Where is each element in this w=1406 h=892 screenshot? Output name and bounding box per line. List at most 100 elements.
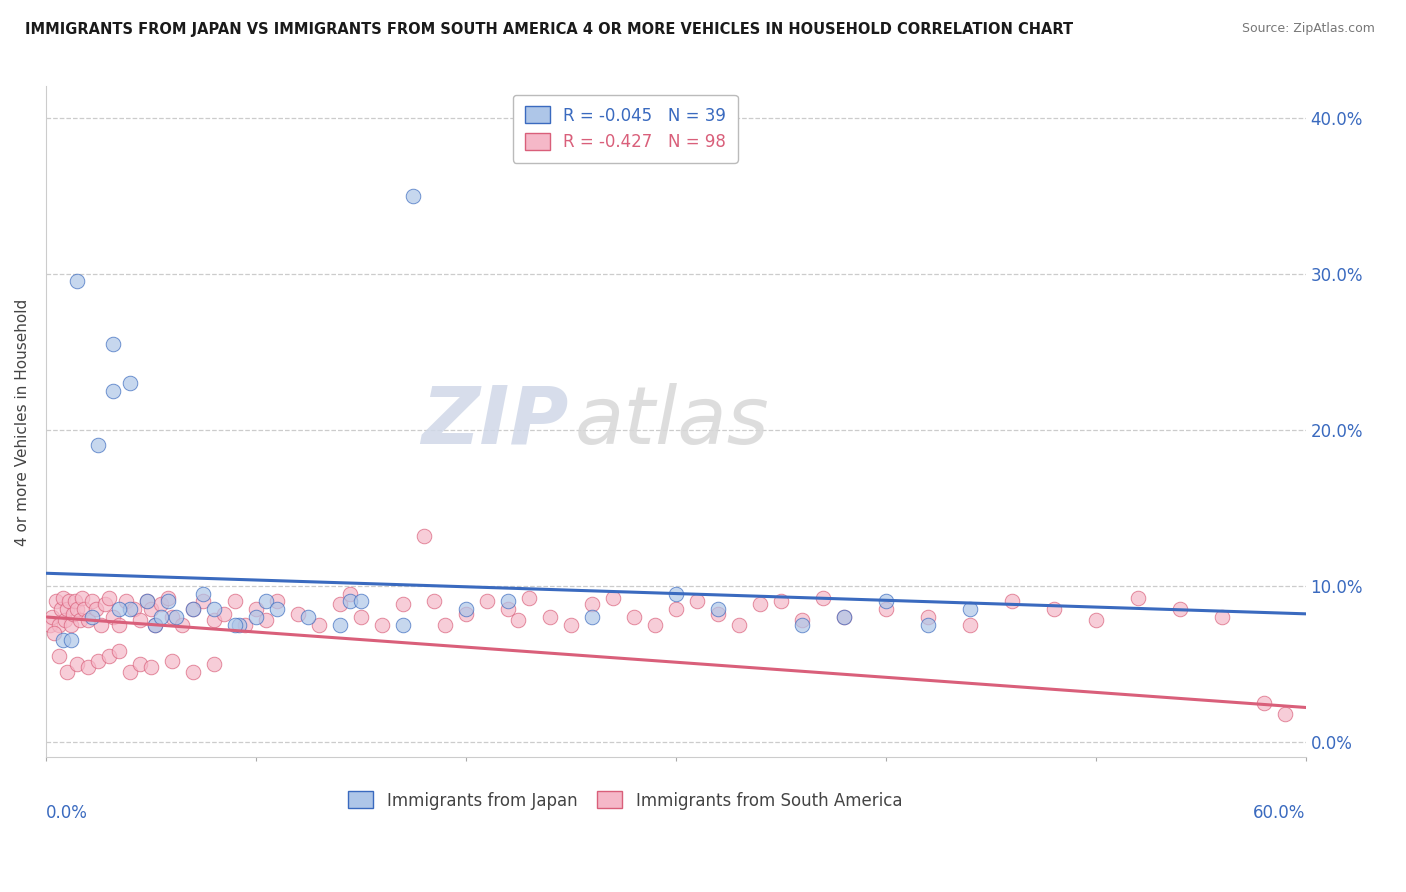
- Legend: Immigrants from Japan, Immigrants from South America: Immigrants from Japan, Immigrants from S…: [342, 785, 908, 816]
- Point: [224, 617, 246, 632]
- Point: [48, 617, 70, 632]
- Point: [350, 594, 373, 608]
- Point: [143, 617, 166, 632]
- Point: [49, 602, 72, 616]
- Point: [475, 594, 498, 608]
- Point: [108, 644, 131, 658]
- Point: [66, 275, 89, 289]
- Point: [308, 617, 330, 632]
- Point: [101, 336, 124, 351]
- Point: [790, 613, 813, 627]
- Text: Source: ZipAtlas.com: Source: ZipAtlas.com: [1241, 22, 1375, 36]
- Point: [202, 613, 225, 627]
- Point: [266, 602, 288, 616]
- Text: IMMIGRANTS FROM JAPAN VS IMMIGRANTS FROM SOUTH AMERICA 4 OR MORE VEHICLES IN HOU: IMMIGRANTS FROM JAPAN VS IMMIGRANTS FROM…: [25, 22, 1073, 37]
- Point: [202, 602, 225, 616]
- Point: [66, 602, 89, 616]
- Point: [48, 648, 70, 663]
- Point: [769, 594, 792, 608]
- Point: [62, 607, 84, 621]
- Point: [97, 648, 120, 663]
- Point: [82, 610, 104, 624]
- Point: [254, 613, 277, 627]
- Point: [52, 591, 75, 606]
- Point: [108, 602, 131, 616]
- Point: [41, 610, 63, 624]
- Point: [172, 617, 194, 632]
- Point: [39, 617, 62, 632]
- Point: [165, 610, 187, 624]
- Point: [748, 598, 770, 612]
- Point: [118, 665, 141, 679]
- Point: [143, 617, 166, 632]
- Point: [58, 594, 80, 608]
- Point: [706, 602, 728, 616]
- Point: [602, 591, 624, 606]
- Point: [181, 665, 204, 679]
- Point: [156, 594, 179, 608]
- Point: [56, 665, 79, 679]
- Point: [101, 384, 124, 398]
- Point: [287, 607, 309, 621]
- Point: [1126, 591, 1149, 606]
- Y-axis label: 4 or more Vehicles in Household: 4 or more Vehicles in Household: [15, 298, 30, 546]
- Point: [433, 617, 456, 632]
- Point: [129, 657, 152, 671]
- Point: [73, 602, 96, 616]
- Point: [86, 602, 108, 616]
- Point: [790, 617, 813, 632]
- Point: [392, 617, 415, 632]
- Point: [228, 617, 250, 632]
- Point: [875, 602, 897, 616]
- Point: [160, 654, 183, 668]
- Point: [202, 657, 225, 671]
- Point: [135, 594, 157, 608]
- Point: [392, 598, 415, 612]
- Text: ZIP: ZIP: [422, 383, 568, 461]
- Point: [193, 586, 215, 600]
- Point: [139, 602, 162, 616]
- Point: [560, 617, 582, 632]
- Point: [454, 602, 477, 616]
- Point: [56, 602, 79, 616]
- Point: [70, 591, 93, 606]
- Point: [181, 602, 204, 616]
- Point: [224, 594, 246, 608]
- Point: [538, 610, 561, 624]
- Point: [1001, 594, 1024, 608]
- Point: [811, 591, 834, 606]
- Point: [371, 617, 394, 632]
- Point: [77, 660, 100, 674]
- Point: [122, 602, 145, 616]
- Point: [181, 602, 204, 616]
- Point: [139, 660, 162, 674]
- Point: [706, 607, 728, 621]
- Point: [160, 610, 183, 624]
- Point: [665, 586, 688, 600]
- Point: [329, 617, 352, 632]
- Point: [454, 607, 477, 621]
- Point: [135, 594, 157, 608]
- Point: [832, 610, 855, 624]
- Point: [214, 607, 236, 621]
- Point: [245, 610, 267, 624]
- Point: [97, 591, 120, 606]
- Point: [156, 591, 179, 606]
- Point: [53, 613, 76, 627]
- Text: 0.0%: 0.0%: [46, 805, 87, 822]
- Point: [832, 610, 855, 624]
- Point: [114, 594, 136, 608]
- Point: [118, 376, 141, 390]
- Point: [94, 598, 117, 612]
- Point: [82, 594, 104, 608]
- Point: [90, 617, 112, 632]
- Text: atlas: atlas: [575, 383, 769, 461]
- Point: [101, 610, 124, 624]
- Point: [1253, 696, 1275, 710]
- Point: [686, 594, 709, 608]
- Point: [1274, 706, 1296, 721]
- Point: [339, 594, 361, 608]
- Point: [45, 594, 67, 608]
- Point: [87, 654, 110, 668]
- Point: [917, 610, 939, 624]
